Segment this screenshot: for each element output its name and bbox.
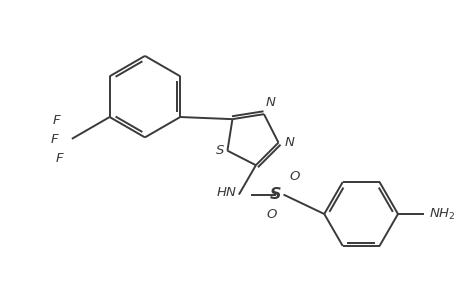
Text: S: S [269, 187, 281, 202]
Text: NH$_2$: NH$_2$ [428, 206, 455, 221]
Text: F: F [52, 114, 60, 127]
Text: O: O [266, 208, 276, 221]
Text: F: F [50, 133, 58, 146]
Text: N: N [265, 96, 275, 109]
Text: F: F [56, 152, 63, 165]
Text: O: O [289, 170, 299, 183]
Text: N: N [284, 136, 293, 149]
Text: HN: HN [217, 186, 236, 199]
Text: S: S [216, 144, 224, 157]
